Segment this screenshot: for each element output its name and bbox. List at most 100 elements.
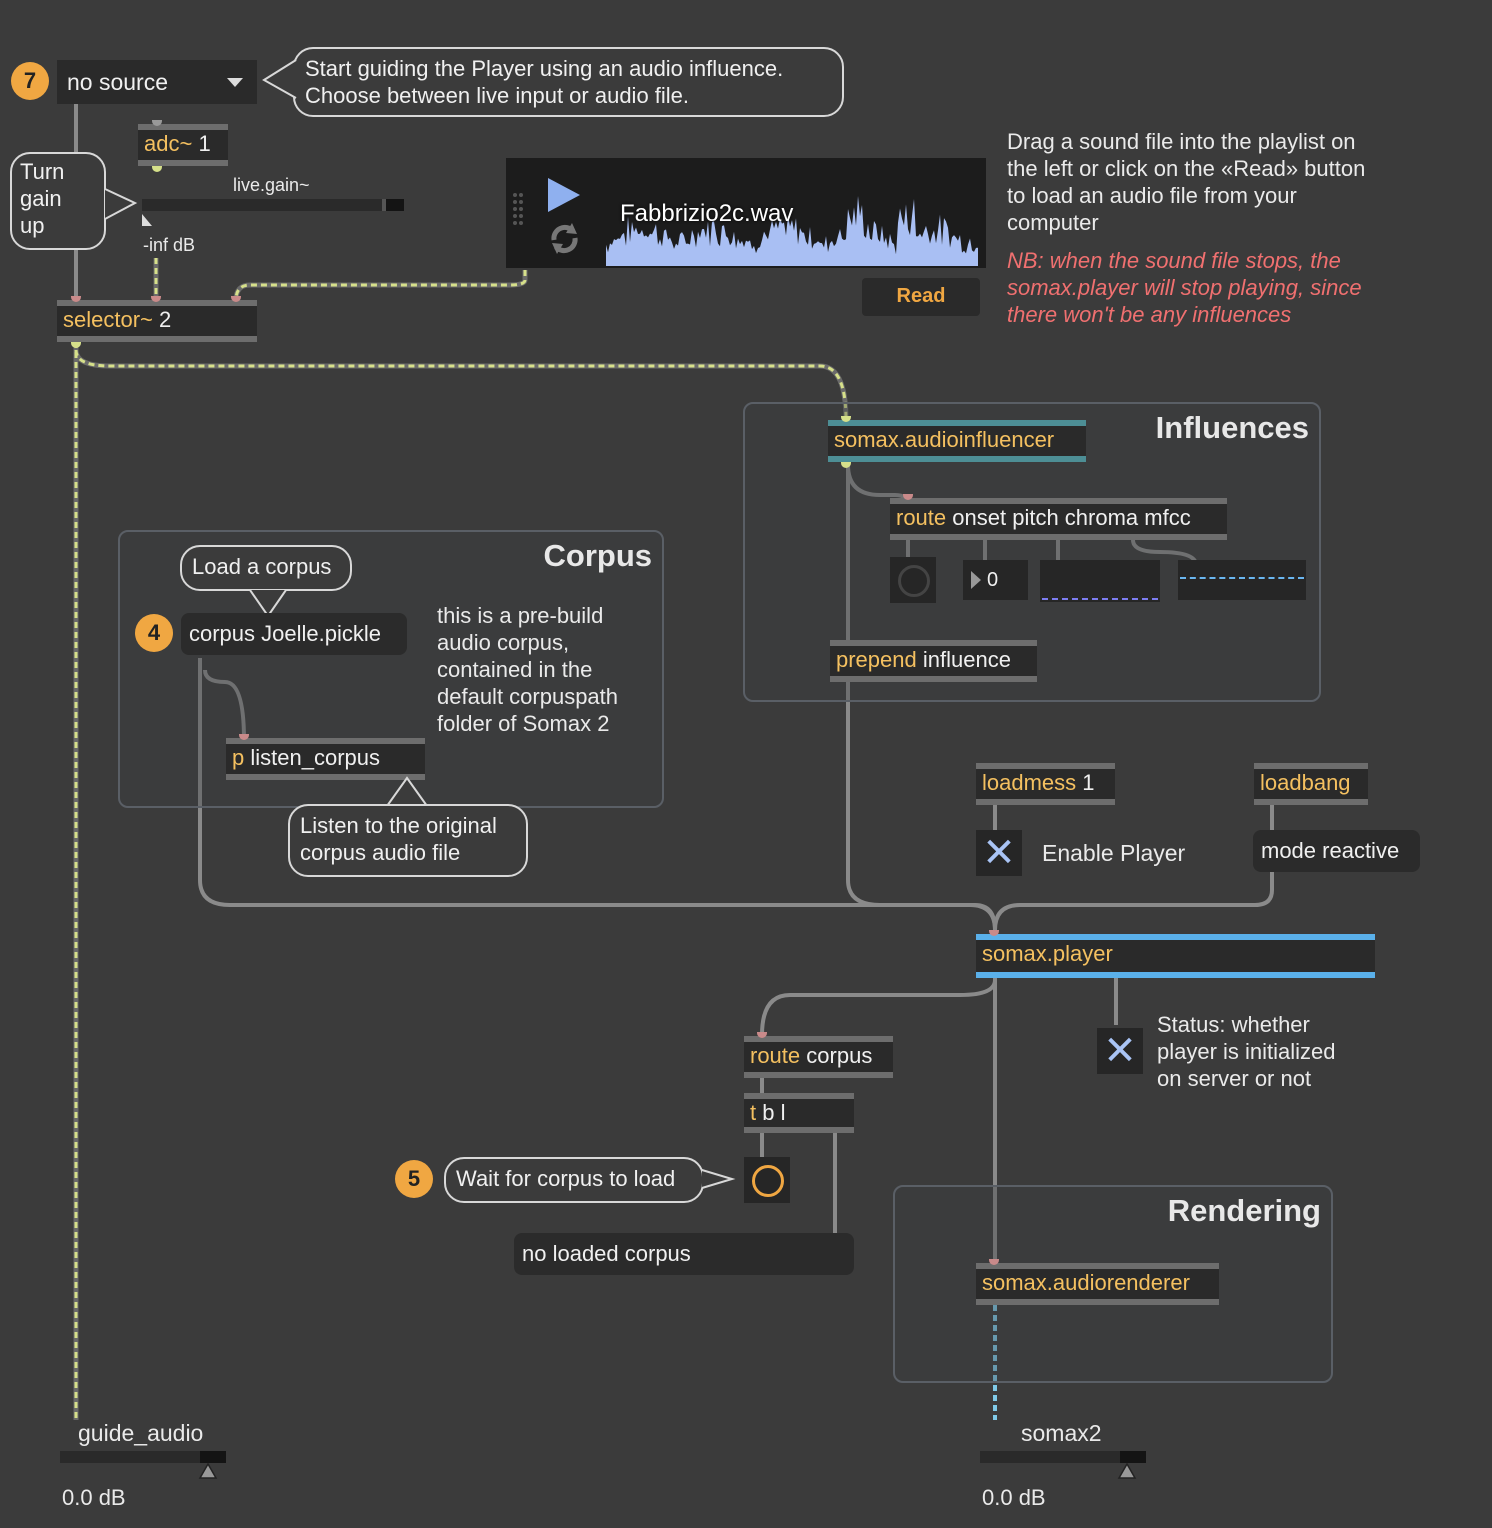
enable-player-label: Enable Player <box>1042 840 1186 866</box>
somax-player-class: somax.player <box>982 941 1113 966</box>
adc-object[interactable]: adc~ 1 <box>138 124 228 166</box>
guide-audio-label: guide_audio <box>78 1420 204 1446</box>
triangle-right-icon <box>971 571 981 589</box>
bubble-pointer <box>701 1169 736 1189</box>
waveform-shape <box>606 196 978 266</box>
drag-note: Drag a sound file into the playlist on t… <box>1007 128 1365 236</box>
corpus-loaded-bang[interactable] <box>744 1157 790 1203</box>
step-4-badge: 4 <box>135 614 173 652</box>
chevron-down-icon <box>227 78 243 87</box>
outlet <box>152 166 162 172</box>
guide-audio-gain[interactable] <box>60 1451 226 1463</box>
source-menu[interactable]: no source <box>57 60 257 104</box>
status-note-line: Status: whether <box>1157 1012 1310 1037</box>
mode-reactive-message[interactable]: mode reactive <box>1253 830 1420 872</box>
corpus-note-line: this is a pre-build <box>437 603 604 628</box>
nb-note-line: NB: when the sound file stops, the <box>1007 248 1341 273</box>
influences-title: Influences <box>1155 410 1309 445</box>
trigger-class: t <box>750 1100 757 1125</box>
status-toggle[interactable]: ✕ <box>1097 1028 1143 1074</box>
mfcc-multislider[interactable] <box>1178 560 1306 600</box>
audioinfluencer-object[interactable]: somax.audioinfluencer <box>828 420 1086 462</box>
inlet <box>841 416 851 422</box>
drag-note-line: to load an audio file from your <box>1007 183 1297 208</box>
somax2-db: 0.0 dB <box>982 1485 1046 1510</box>
drag-handle-icon[interactable] <box>512 192 524 226</box>
guide-audio-db: 0.0 dB <box>62 1485 126 1510</box>
trigger-args: b l <box>762 1100 786 1125</box>
route-args: onset pitch chroma mfcc <box>952 505 1191 530</box>
somax2-gain[interactable] <box>980 1451 1146 1463</box>
listen-corpus-bubble: Listen to the original corpus audio file <box>288 804 528 877</box>
gain-help-bubble: Turn gain up <box>10 152 106 250</box>
source-menu-value: no source <box>67 69 169 95</box>
route-features-object[interactable]: route onset pitch chroma mfcc <box>890 498 1227 540</box>
waveform-display <box>606 196 978 266</box>
enable-player-toggle[interactable]: ✕ <box>976 830 1022 876</box>
loadbang-object[interactable]: loadbang <box>1254 763 1368 805</box>
onset-bang-button[interactable] <box>890 557 936 603</box>
sound-file-player[interactable]: Fabbrizio2c.wav <box>506 158 986 268</box>
pitch-number-box[interactable]: 0 <box>963 560 1028 600</box>
gain-handle-icon[interactable] <box>198 1462 218 1480</box>
nb-note-line: somax.player will stop playing, since <box>1007 275 1362 300</box>
loop-icon[interactable] <box>546 220 582 258</box>
route-corpus-object[interactable]: route corpus <box>744 1036 893 1078</box>
status-note: Status: whether player is initialized on… <box>1157 1011 1336 1092</box>
inlet <box>989 930 999 936</box>
prepend-influence-object[interactable]: prepend influence <box>830 640 1037 682</box>
bang-circle-icon <box>898 565 930 597</box>
listen-bubble-line: corpus audio file <box>300 840 461 865</box>
nb-note: NB: when the sound file stops, the somax… <box>1007 247 1362 328</box>
status-note-line: player is initialized <box>1157 1039 1336 1064</box>
gain-handle-icon[interactable] <box>140 212 154 228</box>
audiorenderer-class: somax.audiorenderer <box>982 1270 1190 1295</box>
step-7-badge: 7 <box>11 62 49 100</box>
selector-arg: 2 <box>159 307 172 332</box>
prepend-class: prepend <box>836 647 917 672</box>
x-mark-icon: ✕ <box>1103 1029 1137 1073</box>
sound-filename: Fabbrizio2c.wav <box>620 200 794 227</box>
live-gain-slider[interactable] <box>142 199 404 211</box>
corpus-note-line: default corpuspath <box>437 684 619 709</box>
gain-help-l3: up <box>20 213 45 238</box>
adc-arg: 1 <box>198 131 211 156</box>
inlet <box>239 734 249 740</box>
gain-value: -inf dB <box>143 235 196 255</box>
loadmess-class: loadmess <box>982 770 1077 795</box>
route-class: route <box>896 505 947 530</box>
loadbang-class: loadbang <box>1260 770 1351 795</box>
somax-player-object[interactable]: somax.player <box>976 934 1375 978</box>
trigger-object[interactable]: t b l <box>744 1093 854 1133</box>
bubble-pointer <box>386 776 428 807</box>
gain-help-l2: gain <box>20 186 62 211</box>
read-button[interactable]: Read <box>862 278 980 316</box>
somax2-label: somax2 <box>1021 1420 1102 1446</box>
play-icon[interactable] <box>546 176 582 214</box>
gain-handle-icon[interactable] <box>1117 1462 1137 1480</box>
chroma-multislider[interactable] <box>1040 560 1160 602</box>
inlet <box>903 494 913 500</box>
selector-object[interactable]: selector~ 2 <box>57 300 257 342</box>
inlet <box>71 296 81 302</box>
drag-note-line: Drag a sound file into the playlist on <box>1007 129 1356 154</box>
corpus-title: Corpus <box>543 538 653 573</box>
audiorenderer-object[interactable]: somax.audiorenderer <box>976 1263 1219 1305</box>
nb-note-line: there won't be any influences <box>1007 302 1292 327</box>
drag-note-line: the left or click on the «Read» button <box>1007 156 1366 181</box>
selector-class: selector~ <box>63 307 153 332</box>
subpatch-class: p <box>232 745 245 770</box>
bubble-pointer <box>262 59 297 99</box>
source-help-line2: Choose between live input or audio file. <box>305 83 690 108</box>
inlet <box>152 120 162 126</box>
corpus-note-line: audio corpus, <box>437 630 570 655</box>
status-note-line: on server or not <box>1157 1066 1312 1091</box>
load-corpus-bubble: Load a corpus <box>180 545 352 591</box>
source-help-bubble: Start guiding the Player using an audio … <box>293 47 844 117</box>
listen-corpus-subpatch[interactable]: p listen_corpus <box>226 738 425 780</box>
step-5-badge: 5 <box>395 1160 433 1198</box>
loadmess-object[interactable]: loadmess 1 <box>976 763 1115 805</box>
bubble-pointer <box>104 188 138 220</box>
inlet <box>989 1259 999 1265</box>
corpus-load-message[interactable]: corpus Joelle.pickle <box>181 613 407 655</box>
